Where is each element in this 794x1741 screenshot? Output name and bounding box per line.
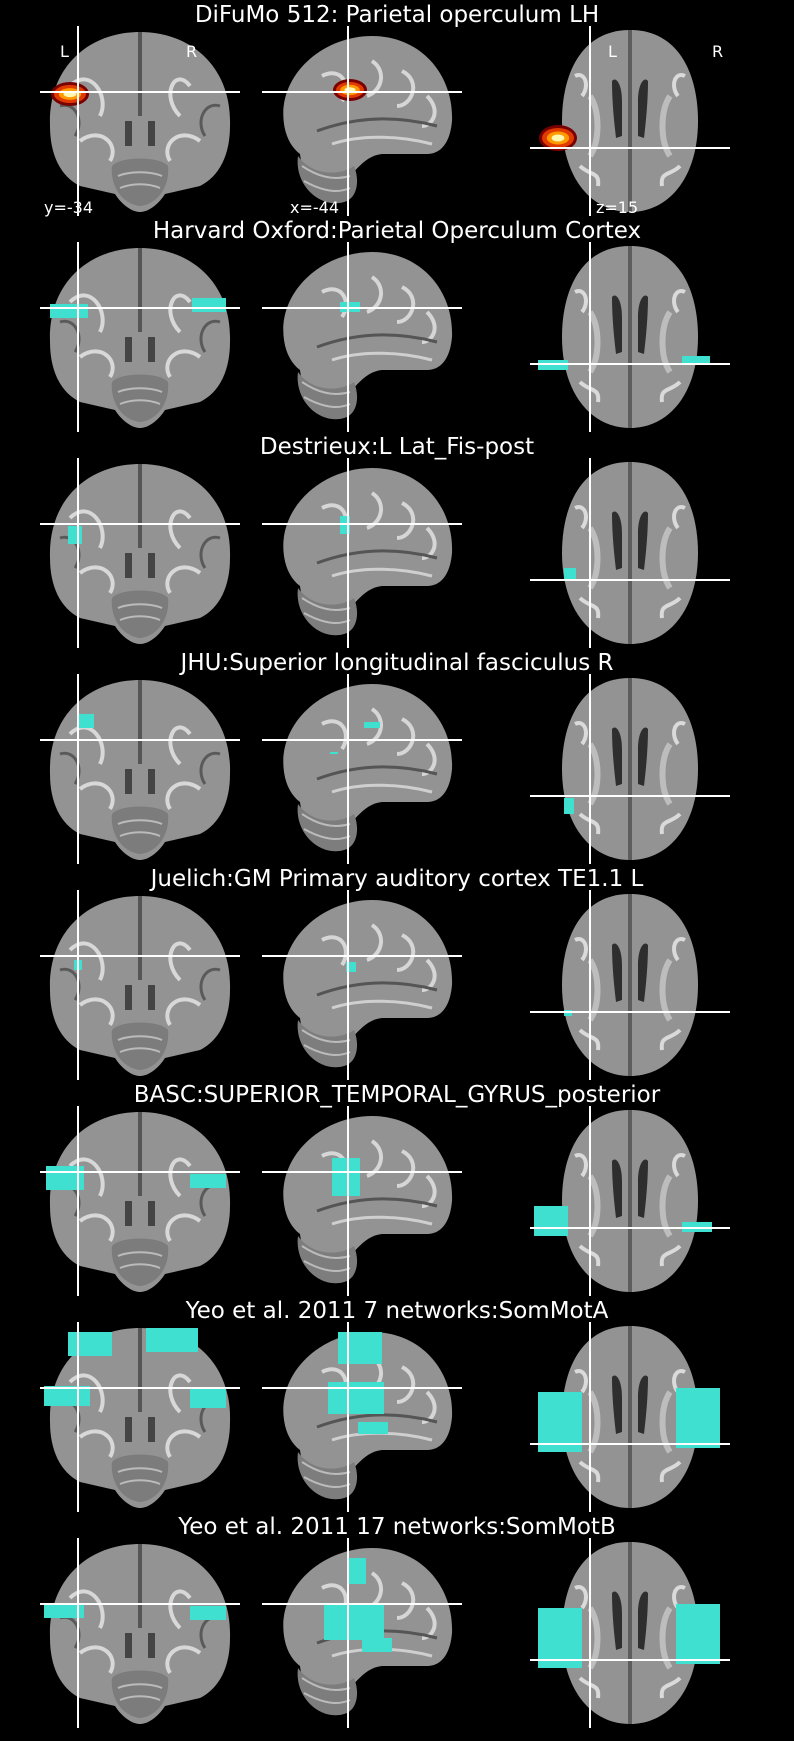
coronal-view — [40, 1538, 240, 1728]
panel-title: JHU:Superior longitudinal fasciculus R — [180, 650, 614, 676]
panel-title: Juelich:GM Primary auditory cortex TE1.1… — [150, 866, 644, 892]
coronal-view — [40, 26, 240, 216]
axial-view — [530, 458, 730, 648]
sagittal-view — [262, 242, 462, 432]
orientation-left-label: L — [60, 42, 69, 61]
sagittal-view — [262, 458, 462, 648]
atlas-panel: Juelich:GM Primary auditory cortex TE1.1… — [0, 864, 794, 1080]
coronal-view — [40, 674, 240, 864]
sagittal-view — [262, 890, 462, 1080]
atlas-panel: Harvard Oxford:Parietal Operculum Cortex — [0, 216, 794, 432]
axial-view — [530, 242, 730, 432]
axial-view — [530, 674, 730, 864]
atlas-panel: Destrieux:L Lat_Fis-post — [0, 432, 794, 648]
atlas-panel: Yeo et al. 2011 7 networks:SomMotA — [0, 1296, 794, 1512]
axial-view — [530, 1106, 730, 1296]
axial-coordinate: z=15 — [596, 198, 639, 217]
coronal-view — [40, 1322, 240, 1512]
panel-title: Harvard Oxford:Parietal Operculum Cortex — [152, 218, 642, 244]
sagittal-view — [262, 674, 462, 864]
atlas-panel: DiFuMo 512: Parietal operculum LH — [0, 0, 794, 217]
axial-view — [530, 26, 730, 216]
coronal-view — [40, 458, 240, 648]
axial-view — [530, 1322, 730, 1512]
coronal-view — [40, 242, 240, 432]
axial-view — [530, 890, 730, 1080]
sagittal-view — [262, 1106, 462, 1296]
atlas-panel: BASC:SUPERIOR_TEMPORAL_GYRUS_posterior — [0, 1080, 794, 1296]
panel-title: DiFuMo 512: Parietal operculum LH — [194, 2, 600, 28]
coronal-view — [40, 1106, 240, 1296]
axial-view — [530, 1538, 730, 1728]
atlas-panel: JHU:Superior longitudinal fasciculus R — [0, 648, 794, 864]
panel-title: Destrieux:L Lat_Fis-post — [259, 434, 535, 460]
panel-title: BASC:SUPERIOR_TEMPORAL_GYRUS_posterior — [133, 1082, 661, 1108]
panel-title: Yeo et al. 2011 7 networks:SomMotA — [185, 1298, 609, 1324]
coronal-view — [40, 890, 240, 1080]
sagittal-view — [262, 26, 462, 216]
coronal-coordinate: y=-34 — [44, 198, 94, 217]
panel-title: Yeo et al. 2011 17 networks:SomMotB — [178, 1514, 616, 1540]
orientation-left-label: L — [608, 42, 617, 61]
atlas-panel: Yeo et al. 2011 17 networks:SomMotB — [0, 1512, 794, 1728]
sagittal-view — [262, 1322, 462, 1512]
sagittal-coordinate: x=-44 — [290, 198, 340, 217]
orientation-right-label: R — [186, 42, 198, 61]
orientation-right-label: R — [712, 42, 724, 61]
sagittal-view — [262, 1538, 462, 1728]
